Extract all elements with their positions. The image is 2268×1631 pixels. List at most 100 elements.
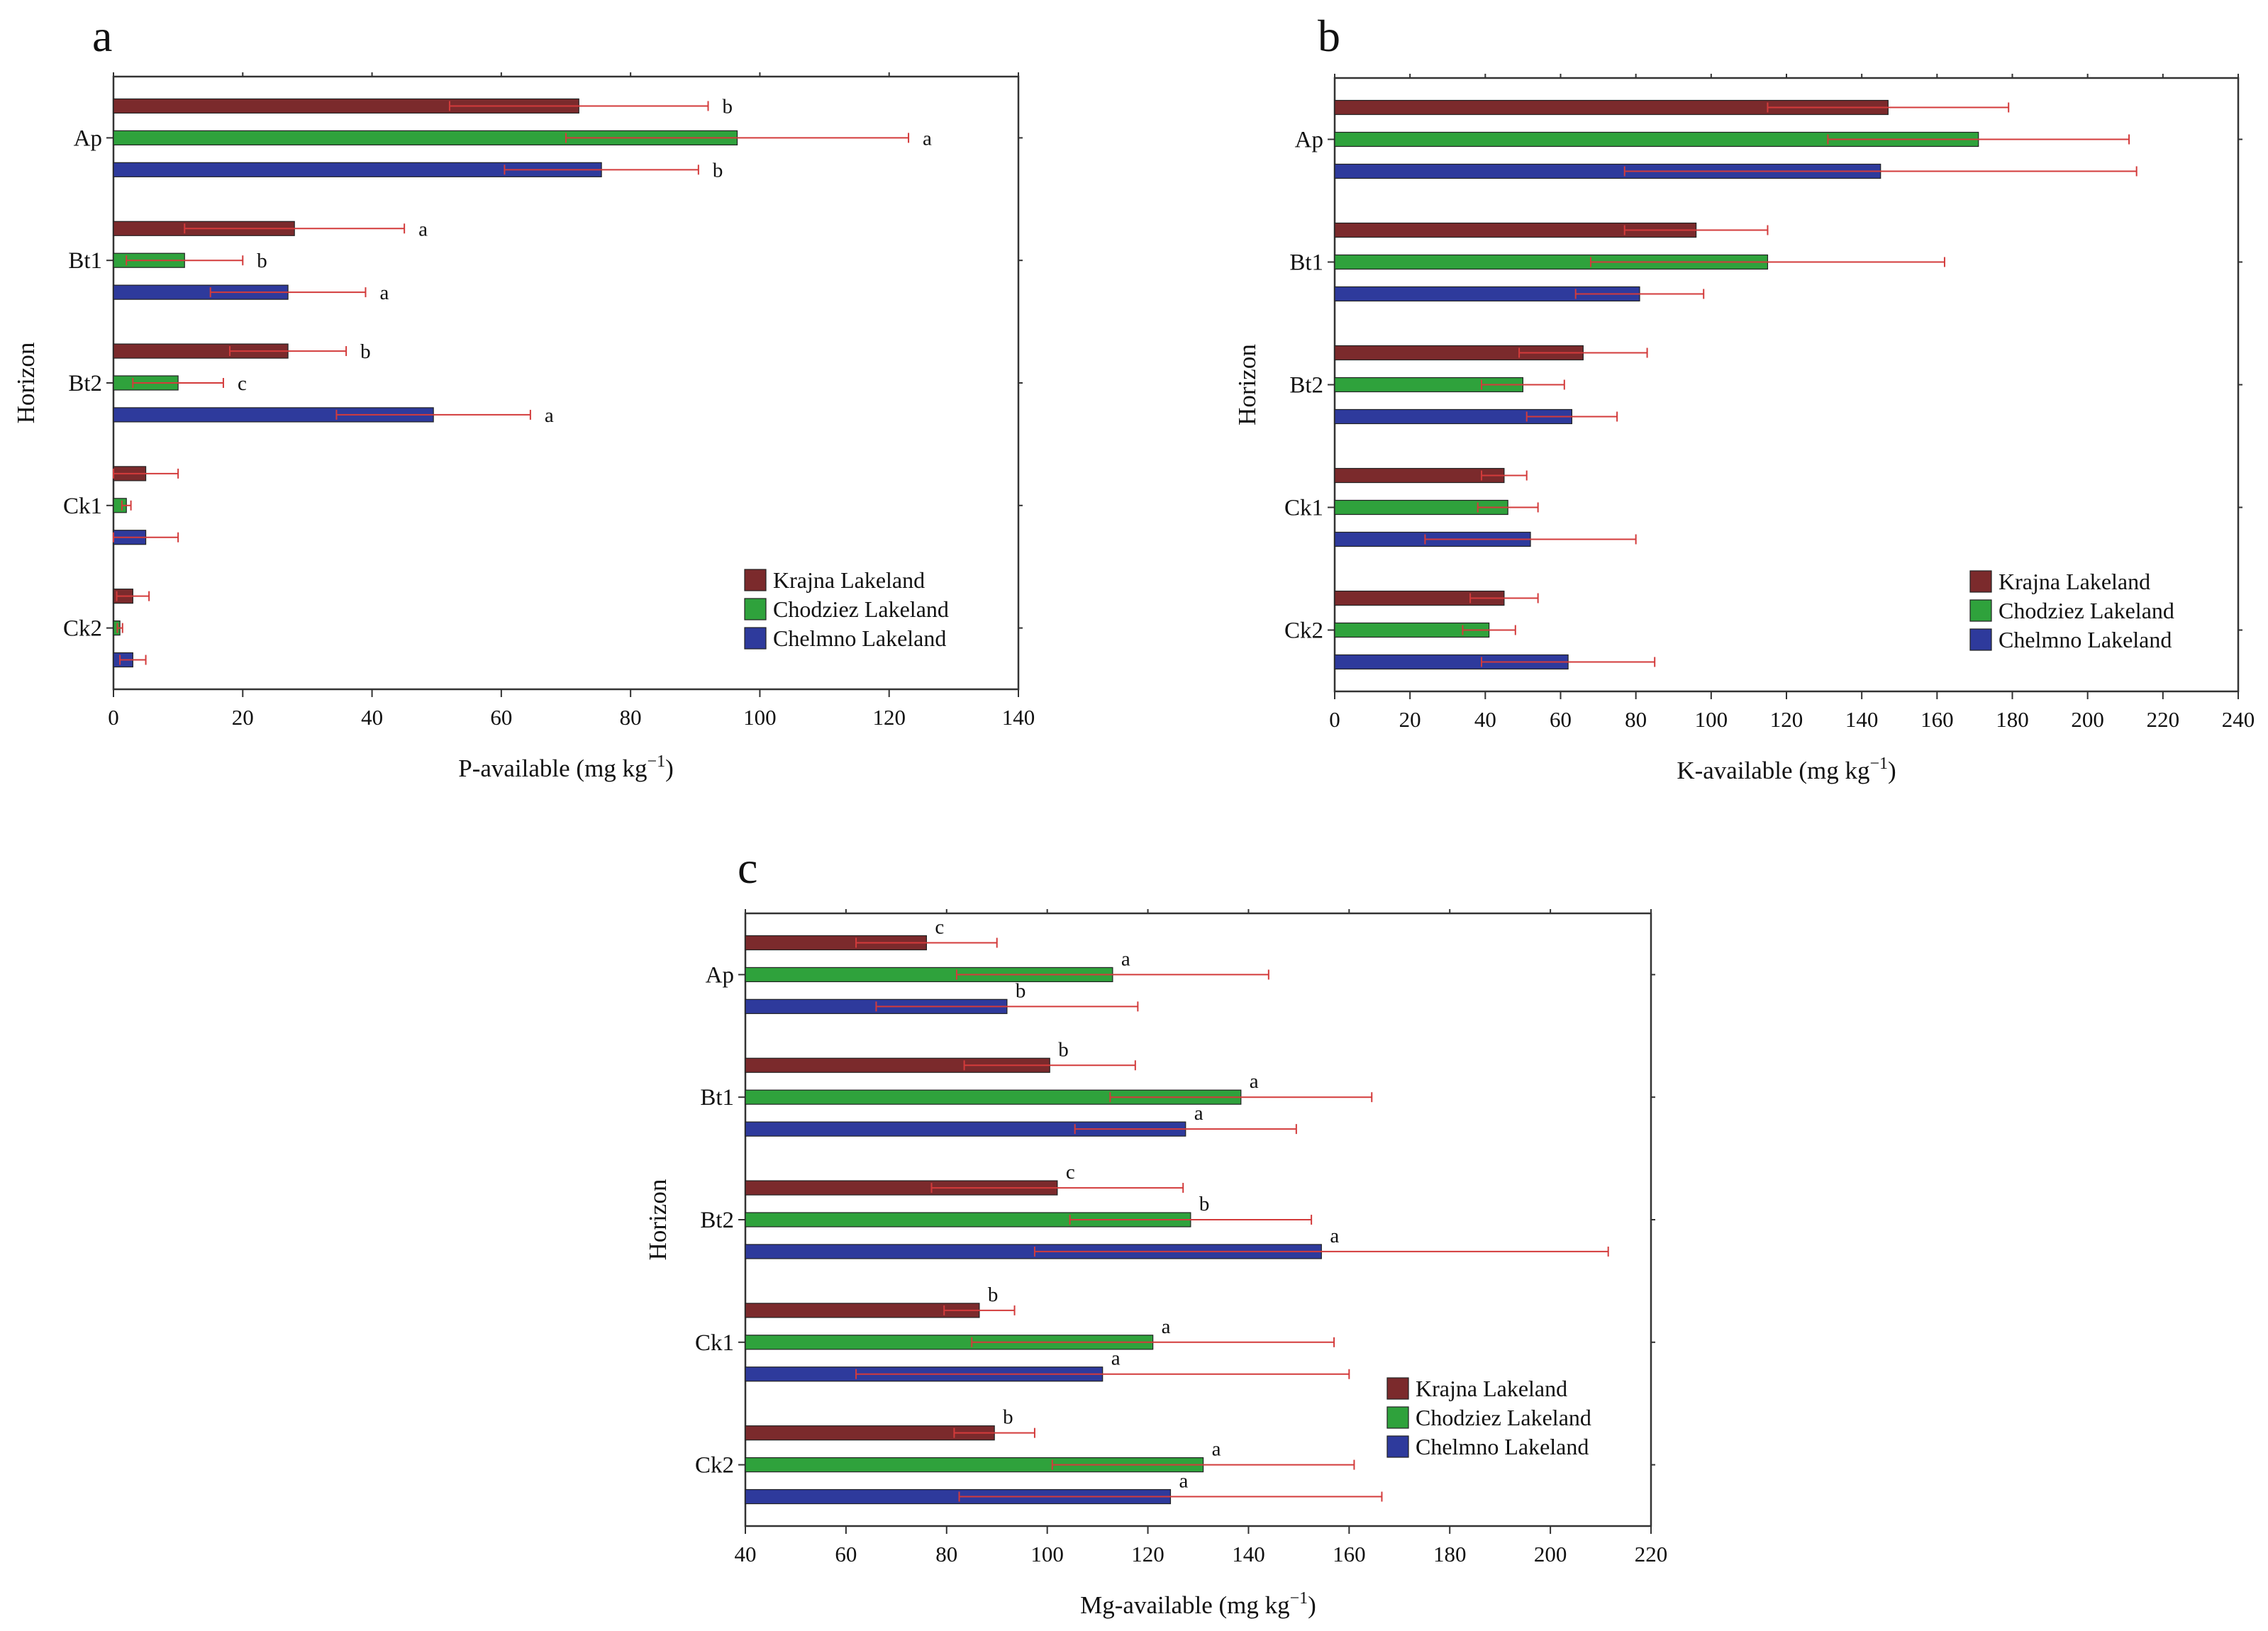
significance-letter: a <box>1111 1347 1121 1370</box>
significance-letter: b <box>257 250 267 272</box>
legend: Krajna Lakeland Chodziez Lakeland Chelmno … <box>1386 1376 1591 1459</box>
legend: Krajna Lakeland Chodziez Lakeland Chelmno … <box>1969 569 2174 652</box>
legend-label: Chodziez Lakeland <box>1999 598 2174 623</box>
x-tick-label: 60 <box>835 1542 857 1566</box>
significance-letter: b <box>1003 1406 1013 1429</box>
x-tick-label: 140 <box>1845 707 1879 732</box>
significance-letter: a <box>1162 1315 1171 1338</box>
legend-label: Krajna Lakeland <box>1999 569 2150 594</box>
x-tick-label: 180 <box>1996 707 2029 732</box>
legend-swatch <box>1386 1377 1409 1400</box>
x-tick-label: 120 <box>1770 707 1803 732</box>
significance-letter: a <box>1250 1070 1259 1093</box>
significance-letter: b <box>988 1284 999 1306</box>
x-tick-label: 220 <box>2147 707 2180 732</box>
x-tick-label: 140 <box>1232 1542 1265 1566</box>
x-tick-label: 160 <box>1920 707 1954 732</box>
legend: Krajna Lakeland Chodziez Lakeland Chelmno … <box>744 567 949 651</box>
significance-letter: a <box>379 282 389 304</box>
significance-letter: c <box>238 372 247 395</box>
x-tick-label: 20 <box>1399 707 1421 732</box>
x-axis-title: Mg-available (mg kg−1) <box>1080 1589 1316 1619</box>
legend-swatch <box>1386 1435 1409 1458</box>
x-tick-label: 200 <box>2071 707 2104 732</box>
y-axis-title: Horizon <box>644 1179 672 1261</box>
significance-letter: a <box>1121 947 1130 970</box>
category-label-ck1: Ck1 <box>63 494 102 519</box>
significance-letter: a <box>1330 1225 1339 1247</box>
x-tick-label: 60 <box>490 705 512 730</box>
x-tick-label: 60 <box>1550 707 1572 732</box>
legend-swatch <box>744 569 767 591</box>
legend-swatch <box>1969 628 1992 651</box>
legend-label: Krajna Lakeland <box>773 567 925 593</box>
x-axis-title: K-available (mg kg−1) <box>1677 755 1896 784</box>
category-label-bt1: Bt1 <box>1289 250 1323 276</box>
x-tick-label: 20 <box>232 705 254 730</box>
significance-letter: b <box>360 340 370 363</box>
x-tick-label: 40 <box>735 1542 757 1566</box>
legend-swatch <box>1386 1406 1409 1429</box>
x-tick-label: 200 <box>1534 1542 1567 1566</box>
panel-letter-a: a <box>92 11 112 61</box>
x-tick-label: 80 <box>935 1542 957 1566</box>
category-label-bt1: Bt1 <box>700 1085 734 1110</box>
x-tick-label: 220 <box>1635 1542 1668 1566</box>
x-tick-label: 80 <box>620 705 642 730</box>
category-label-ck2: Ck2 <box>63 616 102 642</box>
significance-letter: a <box>923 127 932 150</box>
category-label-bt2: Bt2 <box>700 1208 734 1233</box>
x-axis-title: P-available (mg kg−1) <box>458 752 674 782</box>
legend-swatch <box>1969 570 1992 593</box>
x-tick-label: 0 <box>1329 707 1340 732</box>
x-tick-label: 140 <box>1002 705 1035 730</box>
y-axis-title: Horizon <box>1233 344 1261 425</box>
x-tick-label: 40 <box>1474 707 1496 732</box>
x-tick-label: 160 <box>1333 1542 1366 1566</box>
x-tick-label: 180 <box>1433 1542 1467 1566</box>
chart-panel-a: a Ap b a b Bt1 a b a Bt2 b c a Ck1 Ck2 0 20 40 60 80 100 120 1… <box>12 11 1035 782</box>
significance-letter: a <box>1212 1438 1221 1461</box>
x-tick-label: 100 <box>743 705 777 730</box>
significance-letter: a <box>1179 1470 1188 1493</box>
legend-swatch <box>1969 599 1992 622</box>
category-label-ap: Ap <box>74 126 102 151</box>
x-tick-label: 240 <box>2222 707 2255 732</box>
significance-letter: c <box>935 915 944 938</box>
chart-panel-b: b Ap Bt1 Bt2 Ck1 Ck2 0 20 40 60 80 100 120 140 160 180 2… <box>1233 11 2255 784</box>
legend-label: Chelmno Lakeland <box>1999 627 2172 652</box>
significance-letter: a <box>545 404 554 427</box>
x-tick-label: 120 <box>1131 1542 1164 1566</box>
significance-letter: a <box>418 218 428 240</box>
y-axis-title: Horizon <box>12 343 40 424</box>
category-label-ck1: Ck1 <box>695 1330 734 1356</box>
x-tick-label: 40 <box>361 705 383 730</box>
panel-letter-b: b <box>1318 11 1340 61</box>
legend-swatch <box>744 598 767 620</box>
category-label-ck1: Ck1 <box>1284 496 1323 521</box>
x-tick-label: 100 <box>1030 1542 1064 1566</box>
category-label-ap: Ap <box>706 962 734 988</box>
legend-swatch <box>744 627 767 650</box>
significance-letter: b <box>1199 1193 1210 1215</box>
category-label-ck2: Ck2 <box>695 1453 734 1479</box>
x-tick-label: 120 <box>872 705 906 730</box>
x-tick-label: 0 <box>108 705 119 730</box>
legend-label: Chodziez Lakeland <box>773 596 949 622</box>
x-tick-label: 80 <box>1625 707 1647 732</box>
significance-letter: a <box>1194 1102 1204 1125</box>
significance-letter: c <box>1066 1161 1075 1184</box>
significance-letter: b <box>713 159 723 182</box>
significance-letter: b <box>1058 1038 1069 1061</box>
legend-label: Krajna Lakeland <box>1416 1376 1567 1401</box>
legend-label: Chodziez Lakeland <box>1416 1405 1591 1430</box>
panel-letter-c: c <box>738 842 757 893</box>
category-label-bt2: Bt2 <box>68 371 102 396</box>
category-label-bt2: Bt2 <box>1289 373 1323 399</box>
significance-letter: b <box>723 95 733 118</box>
significance-letter: b <box>1016 979 1026 1002</box>
chart-panel-c: c Ap c a b Bt1 b a a Bt2 c b a Ck1 b a a Ck2 b a a 40 60 80 100 1… <box>644 842 1667 1619</box>
legend-label: Chelmno Lakeland <box>773 625 946 651</box>
bar-b-ck1-0 <box>1334 467 1505 484</box>
